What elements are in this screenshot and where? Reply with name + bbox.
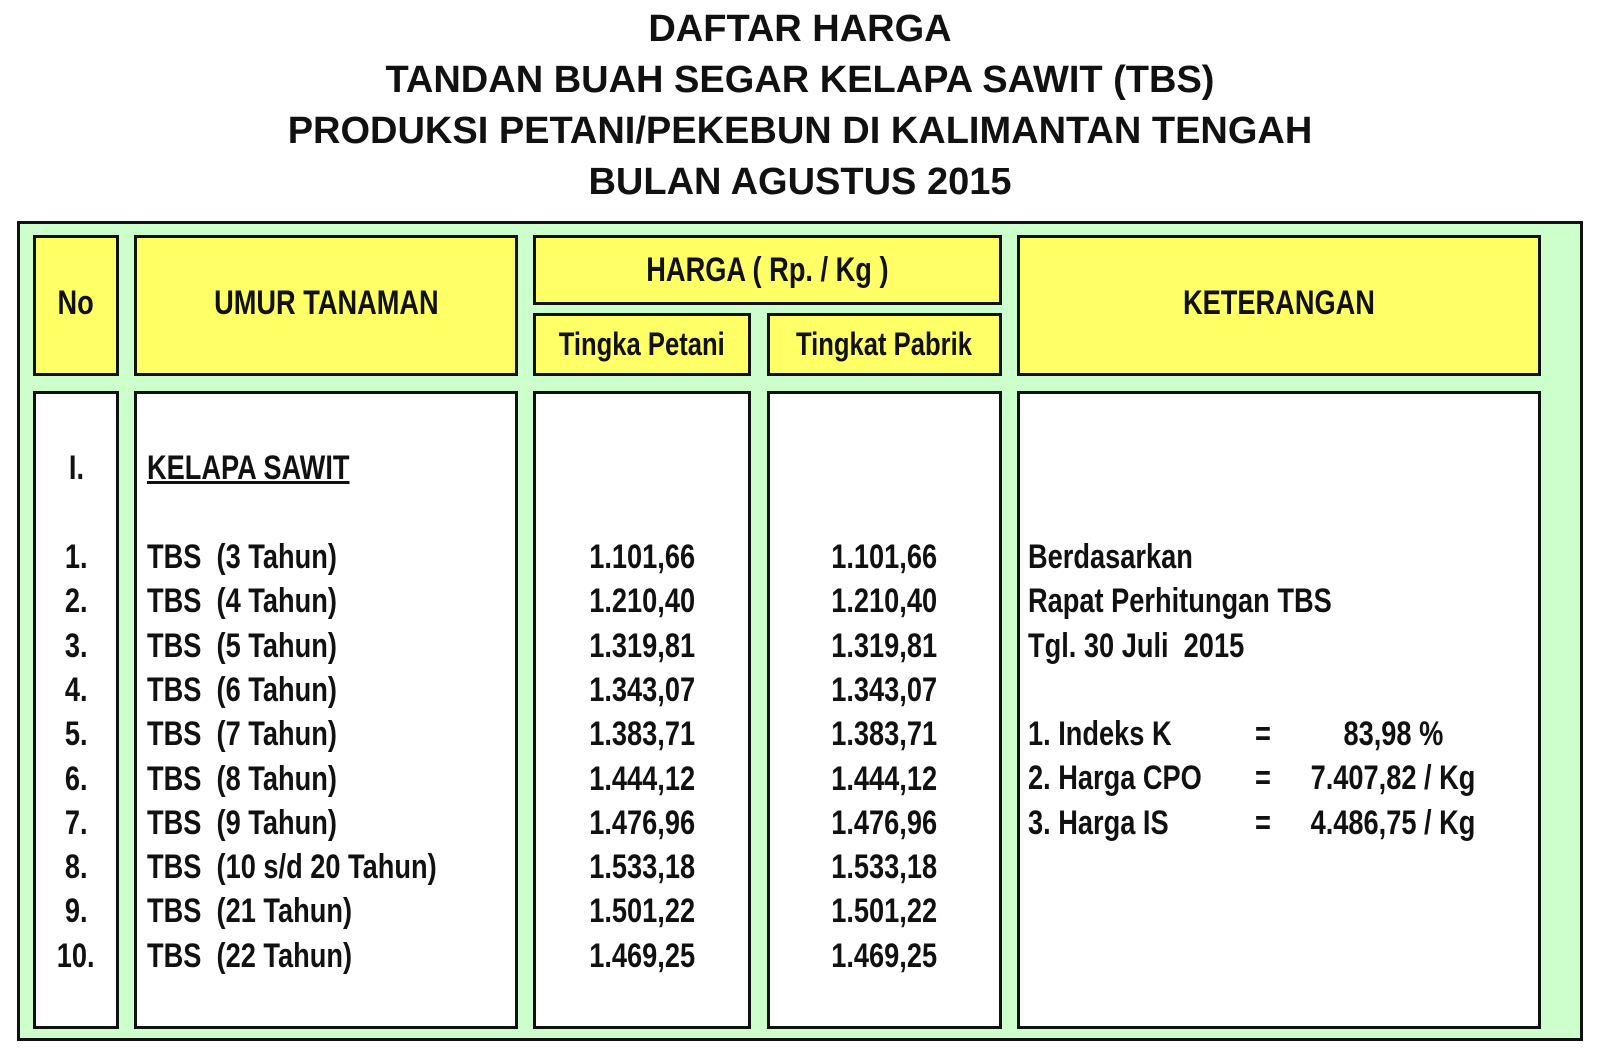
- row-petani: 1.210,40: [589, 582, 695, 621]
- row-pabrik: 1.101,66: [831, 538, 937, 576]
- row-no: 2.: [64, 582, 88, 621]
- row-pabrik: 1.383,71: [831, 715, 937, 754]
- row-no: 10.: [57, 936, 95, 975]
- body-cell: [767, 391, 1002, 1029]
- keterangan-label: 1. Indeks K: [1028, 715, 1172, 753]
- row-pabrik: 1.343,07: [831, 670, 937, 709]
- header-cell: [533, 235, 1002, 305]
- row-umur: TBS (3 Tahun): [147, 538, 337, 576]
- row-no: 6.: [64, 759, 88, 798]
- keterangan-value: 7.407,82 / Kg: [1310, 759, 1476, 798]
- keterangan-eq: =: [1255, 759, 1271, 798]
- body-cell: [33, 391, 119, 1029]
- row-petani: 1.444,12: [589, 759, 695, 798]
- keterangan-line: Tgl. 30 Juli 2015: [1028, 626, 1245, 665]
- section-label: KELAPA SAWIT: [147, 449, 350, 487]
- row-petani: 1.343,07: [589, 670, 695, 709]
- row-petani: 1.533,18: [589, 848, 695, 887]
- keterangan-eq: =: [1255, 715, 1271, 753]
- row-pabrik: 1.501,22: [831, 892, 937, 931]
- title-line: DAFTAR HARGA: [648, 8, 952, 50]
- row-petani: 1.383,71: [589, 715, 695, 754]
- row-no: 3.: [64, 626, 88, 665]
- header-keterangan: KETERANGAN: [1183, 284, 1375, 322]
- row-umur: TBS (9 Tahun): [147, 803, 337, 842]
- row-petani: 1.476,96: [589, 803, 695, 842]
- row-umur: TBS (4 Tahun): [147, 582, 337, 621]
- row-umur: TBS (5 Tahun): [147, 626, 337, 665]
- keterangan-value: 83,98 %: [1343, 715, 1443, 753]
- header-petani: Tingka Petani: [559, 326, 725, 362]
- row-umur: TBS (6 Tahun): [147, 670, 337, 709]
- row-petani: 1.319,81: [589, 626, 695, 665]
- row-pabrik: 1.444,12: [831, 759, 937, 798]
- row-no: 5.: [64, 715, 88, 754]
- header-pabrik: Tingkat Pabrik: [796, 326, 972, 362]
- row-pabrik: 1.319,81: [831, 626, 937, 665]
- header-cell: [533, 313, 751, 376]
- body-cell: [533, 391, 751, 1029]
- row-umur: TBS (8 Tahun): [147, 759, 337, 798]
- keterangan-value: 4.486,75 / Kg: [1310, 803, 1476, 842]
- section-no: I.: [68, 449, 84, 487]
- header-cell: [1017, 235, 1541, 376]
- row-no: 4.: [64, 670, 88, 709]
- keterangan-label: 3. Harga IS: [1028, 803, 1169, 842]
- title-line: TANDAN BUAH SEGAR KELAPA SAWIT (TBS): [385, 59, 1215, 101]
- row-umur: TBS (10 s/d 20 Tahun): [147, 848, 437, 887]
- row-no: 8.: [64, 848, 88, 887]
- header-cell: [134, 235, 518, 376]
- header-cell: [767, 313, 1002, 376]
- row-petani: 1.469,25: [589, 936, 695, 975]
- row-pabrik: 1.476,96: [831, 803, 937, 842]
- body-cell: [134, 391, 518, 1029]
- header-cell: [33, 235, 119, 376]
- row-umur: TBS (22 Tahun): [147, 936, 353, 975]
- header-no: No: [57, 284, 95, 322]
- row-pabrik: 1.533,18: [831, 848, 937, 887]
- body-cell: [1017, 391, 1541, 1029]
- title-line: PRODUKSI PETANI/PEKEBUN DI KALIMANTAN TE…: [287, 110, 1313, 152]
- row-no: 9.: [64, 892, 88, 931]
- title-line: BULAN AGUSTUS 2015: [588, 161, 1012, 203]
- row-petani: 1.501,22: [589, 892, 695, 931]
- keterangan-line: Berdasarkan: [1028, 538, 1193, 576]
- keterangan-line: Rapat Perhitungan TBS: [1028, 582, 1332, 621]
- header-umur: UMUR TANAMAN: [213, 284, 439, 322]
- row-petani: 1.101,66: [589, 538, 695, 576]
- row-pabrik: 1.210,40: [831, 582, 937, 621]
- header-harga: HARGA ( Rp. / Kg ): [645, 251, 889, 289]
- row-pabrik: 1.469,25: [831, 936, 937, 975]
- row-no: 7.: [64, 803, 88, 842]
- row-no: 1.: [64, 538, 88, 576]
- keterangan-label: 2. Harga CPO: [1028, 759, 1202, 798]
- row-umur: TBS (21 Tahun): [147, 892, 353, 931]
- row-umur: TBS (7 Tahun): [147, 715, 337, 754]
- keterangan-eq: =: [1255, 803, 1271, 842]
